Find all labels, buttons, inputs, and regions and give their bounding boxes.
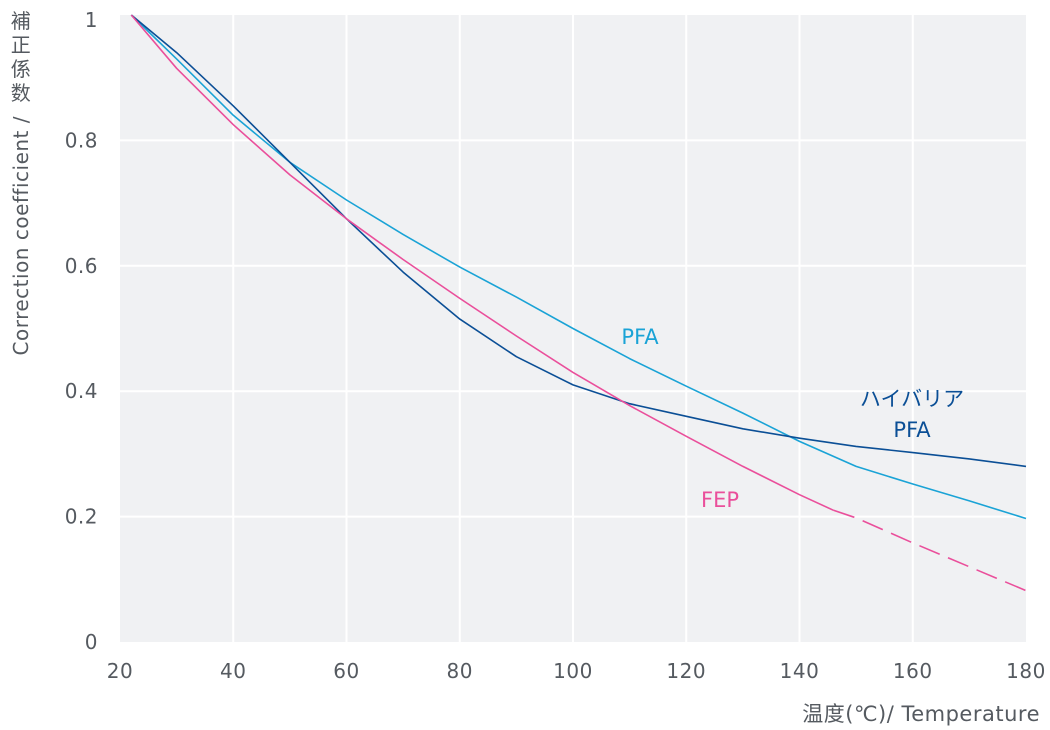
y-axis-label-jp-char: 係	[11, 57, 32, 81]
series-line-2	[130, 14, 834, 512]
x-tick-label: 80	[447, 659, 473, 683]
x-axis-ticks: 20 40 60 80 100 120 140 160 180	[107, 659, 1046, 683]
y-axis-ticks: 0 0.2 0.4 0.6 0.8 1	[65, 8, 98, 654]
x-tick-label: 120	[666, 659, 706, 683]
y-tick-label: 0.4	[65, 379, 98, 403]
series-line-1	[130, 14, 1027, 468]
x-tick-label: 20	[107, 659, 133, 683]
grid-lines	[120, 15, 1026, 642]
x-tick-label: 140	[780, 659, 820, 683]
series-label-highbarrier-line1: ハイバリア	[860, 387, 964, 411]
x-tick-label: 40	[220, 659, 246, 683]
y-tick-label: 0	[85, 630, 98, 654]
series-label-fep: FEP	[701, 488, 739, 512]
y-tick-label: 1	[85, 8, 98, 32]
series-line-0	[130, 14, 1027, 520]
y-tick-label: 0.8	[65, 128, 98, 152]
series-labels: PFA ハイバリア PFA FEP	[621, 325, 964, 512]
y-axis-label-jp-char: 数	[11, 81, 32, 105]
y-axis-label-jp-char: 補	[11, 9, 32, 33]
x-tick-label: 160	[893, 659, 933, 683]
x-tick-label: 180	[1006, 659, 1046, 683]
series-label-pfa: PFA	[621, 325, 659, 349]
x-tick-label: 60	[333, 659, 359, 683]
y-tick-label: 0.6	[65, 254, 98, 278]
x-axis-label: 温度(℃)/ Temperature	[802, 702, 1040, 726]
series-line-2-dashed	[833, 509, 1027, 592]
series-lines	[130, 14, 1027, 592]
y-axis-label-en: Correction coefficient /	[9, 116, 33, 355]
x-tick-label: 100	[553, 659, 593, 683]
y-axis-label-jp-char: 正	[11, 33, 32, 57]
series-label-highbarrier-line2: PFA	[893, 418, 931, 442]
y-tick-label: 0.2	[65, 505, 98, 529]
